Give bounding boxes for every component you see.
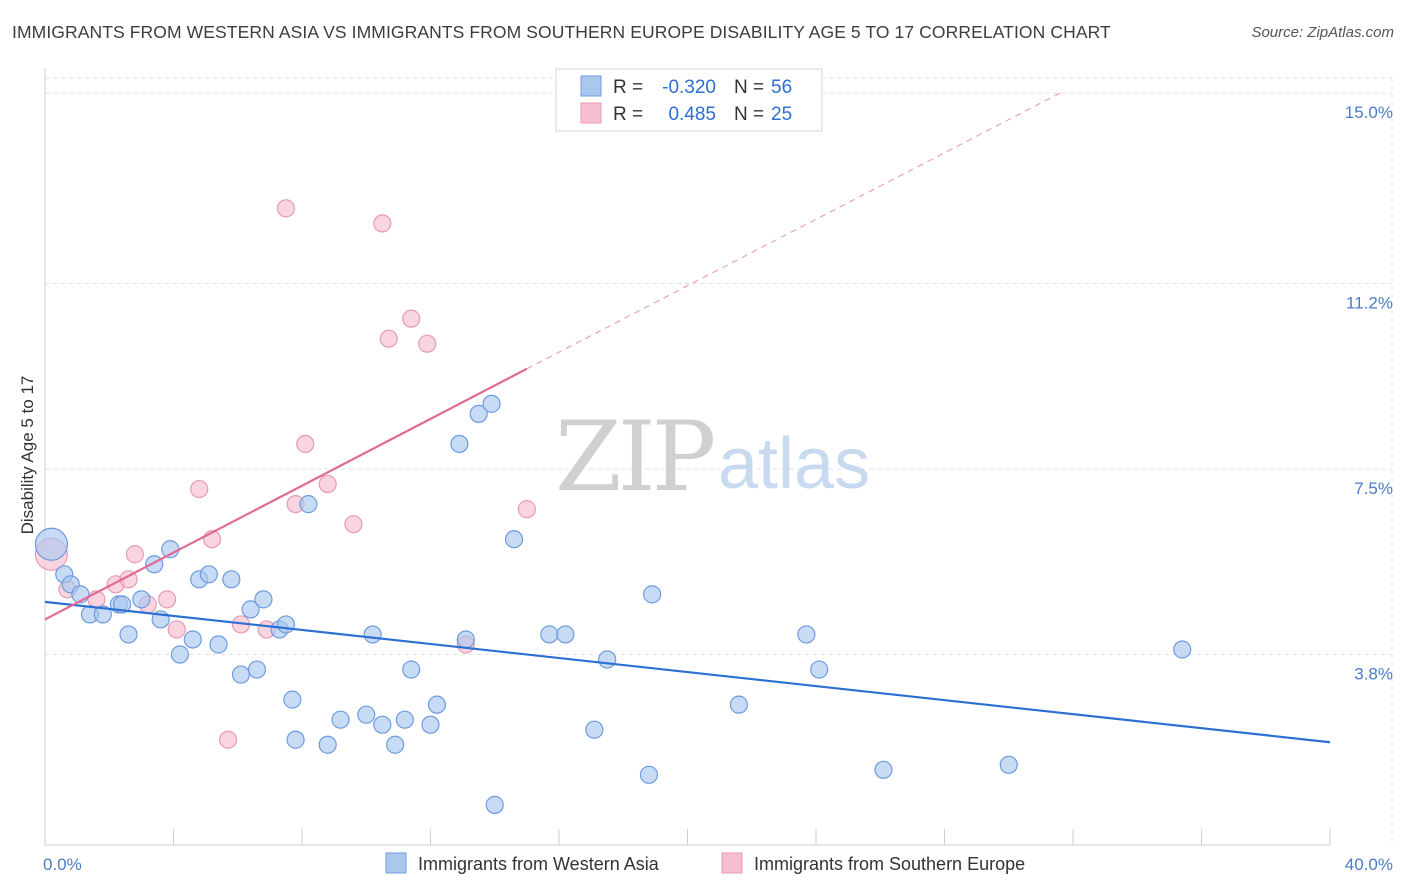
point-western-asia xyxy=(450,434,469,454)
bottom-legend-label-blue: Immigrants from Western Asia xyxy=(418,854,660,874)
point-western-asia xyxy=(209,635,228,654)
bottom-legend-swatch-blue xyxy=(385,852,407,874)
x-tick-label-max: 40.0% xyxy=(1345,855,1393,874)
point-southern-europe xyxy=(219,730,238,749)
point-western-asia xyxy=(427,695,447,714)
point-southern-europe xyxy=(157,590,177,609)
point-western-asia xyxy=(482,394,501,413)
point-western-asia xyxy=(598,650,617,669)
legend-swatch-pink xyxy=(580,102,602,124)
point-western-asia xyxy=(170,645,190,664)
point-southern-europe xyxy=(276,199,296,218)
y-tick-label: 3.8% xyxy=(1354,665,1393,684)
trend-line-southern-europe xyxy=(44,367,528,621)
point-southern-europe xyxy=(167,620,186,639)
point-western-asia xyxy=(373,715,392,734)
point-western-asia xyxy=(34,527,69,561)
watermark: ZIP atlas xyxy=(555,401,870,513)
y-axis-label: Disability Age 5 to 17 xyxy=(18,376,37,535)
point-western-asia xyxy=(421,715,440,734)
point-southern-europe xyxy=(418,334,437,353)
y-tick-label: 15.0% xyxy=(1345,103,1393,122)
point-southern-europe xyxy=(125,545,145,564)
point-western-asia xyxy=(276,615,296,634)
point-southern-europe xyxy=(373,214,392,233)
axes xyxy=(44,68,1331,846)
point-southern-europe xyxy=(318,474,337,494)
point-western-asia xyxy=(331,710,350,729)
y-tick-labels: 3.8% 7.5% 11.2% 15.0% xyxy=(1345,103,1393,683)
point-western-asia xyxy=(469,404,488,423)
point-western-asia xyxy=(556,625,575,644)
point-western-asia xyxy=(254,590,273,609)
point-western-asia xyxy=(283,690,302,709)
point-western-asia xyxy=(456,630,475,649)
bottom-legend: Immigrants from Western Asia Immigrants … xyxy=(385,852,1025,874)
legend-n-value-blue: 56 xyxy=(771,77,792,98)
point-western-asia xyxy=(585,720,604,739)
chart-title: IMMIGRANTS FROM WESTERN ASIA VS IMMIGRAN… xyxy=(12,22,1111,42)
point-western-asia xyxy=(639,765,659,784)
data-points xyxy=(34,199,1192,814)
legend-swatch-blue xyxy=(580,75,602,97)
point-western-asia xyxy=(363,625,382,644)
legend: R = -0.320 N = 56 R = 0.485 N = 25 xyxy=(555,68,823,132)
bottom-legend-swatch-pink xyxy=(721,852,743,874)
point-western-asia xyxy=(286,730,305,749)
point-western-asia xyxy=(386,735,405,754)
point-southern-europe xyxy=(190,479,209,499)
x-tick-labels: 0.0% 40.0% xyxy=(43,855,1393,874)
point-western-asia xyxy=(183,630,202,649)
y-tick-label: 11.2% xyxy=(1346,294,1393,313)
legend-n-value-pink: 25 xyxy=(771,104,792,125)
legend-r-label: R = xyxy=(613,104,643,125)
y-tick-label: 7.5% xyxy=(1354,479,1393,498)
point-western-asia xyxy=(357,705,376,724)
point-western-asia xyxy=(241,600,260,619)
legend-r-label: R = xyxy=(613,77,643,98)
point-western-asia xyxy=(299,495,318,514)
point-western-asia xyxy=(247,660,267,679)
watermark-atlas: atlas xyxy=(718,424,870,504)
point-southern-europe xyxy=(517,500,536,519)
point-western-asia xyxy=(112,595,132,614)
point-southern-europe xyxy=(296,434,315,454)
point-western-asia xyxy=(810,660,829,679)
source-label: Source: ZipAtlas.com xyxy=(1251,24,1394,41)
point-western-asia xyxy=(318,735,337,754)
point-western-asia xyxy=(540,625,559,644)
point-western-asia xyxy=(797,625,816,644)
point-western-asia xyxy=(1173,640,1192,659)
point-western-asia xyxy=(132,590,151,609)
legend-n-label: N = xyxy=(734,77,764,98)
watermark-zip: ZIP xyxy=(555,401,714,513)
x-tick-label-min: 0.0% xyxy=(43,855,82,874)
trend-line-southern-europe-extension xyxy=(526,92,1061,370)
point-western-asia xyxy=(222,570,241,589)
point-western-asia xyxy=(643,585,662,604)
point-southern-europe xyxy=(379,329,398,348)
point-western-asia xyxy=(93,605,112,624)
legend-r-value-blue: -0.320 xyxy=(662,77,716,98)
trend-lines xyxy=(44,92,1331,744)
point-western-asia xyxy=(999,755,1018,774)
point-western-asia xyxy=(874,760,893,779)
point-southern-europe xyxy=(344,515,363,534)
point-southern-europe xyxy=(402,309,421,328)
point-western-asia xyxy=(395,710,414,729)
point-western-asia xyxy=(729,695,749,714)
point-western-asia xyxy=(402,660,421,679)
point-western-asia xyxy=(485,795,504,814)
point-western-asia xyxy=(119,625,138,644)
point-western-asia xyxy=(504,530,524,549)
legend-r-value-pink: 0.485 xyxy=(668,104,716,125)
point-western-asia xyxy=(231,665,251,684)
bottom-legend-label-pink: Immigrants from Southern Europe xyxy=(754,854,1025,874)
point-western-asia xyxy=(199,565,218,584)
legend-n-label: N = xyxy=(734,104,764,125)
trend-line-western-asia xyxy=(44,600,1331,744)
